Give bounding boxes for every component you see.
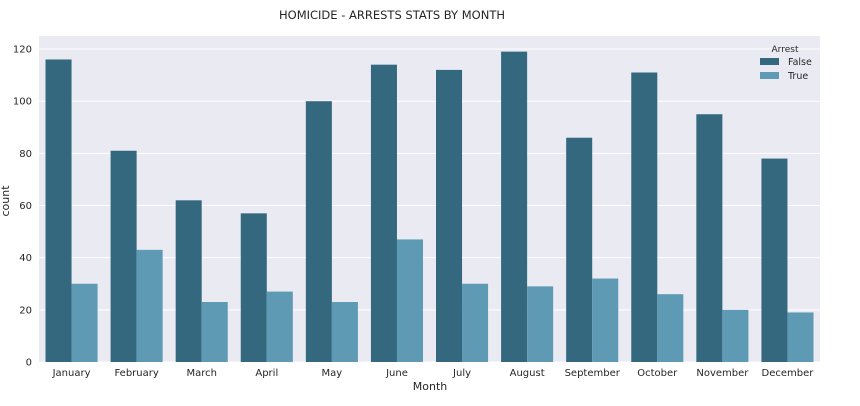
y-tick-label: 60 bbox=[19, 201, 32, 212]
x-tick-label: June bbox=[385, 368, 408, 379]
bar-true-september bbox=[592, 278, 619, 362]
x-tick-label: November bbox=[696, 368, 749, 379]
bar-true-april bbox=[266, 291, 293, 362]
bar-false-may bbox=[305, 101, 332, 362]
bar-true-july bbox=[462, 283, 489, 362]
bar-true-november bbox=[722, 309, 749, 362]
legend-swatch-true bbox=[760, 72, 779, 79]
y-tick-label: 120 bbox=[13, 45, 32, 56]
y-axis-label: count bbox=[0, 185, 12, 217]
legend-label-true: True bbox=[787, 71, 808, 82]
y-tick-label: 80 bbox=[19, 149, 32, 160]
bar-false-april bbox=[240, 213, 267, 362]
x-tick-label: February bbox=[114, 368, 158, 379]
x-tick-label: March bbox=[186, 368, 216, 379]
bar-true-may bbox=[331, 302, 358, 362]
x-tick-label: July bbox=[452, 368, 471, 379]
plot-area bbox=[39, 36, 820, 362]
bar-true-march bbox=[201, 302, 228, 362]
x-tick-label: August bbox=[510, 368, 545, 379]
bar-false-july bbox=[436, 69, 463, 363]
bars bbox=[45, 51, 814, 363]
x-tick-label: September bbox=[565, 368, 621, 379]
bar-false-september bbox=[566, 137, 593, 362]
bar-false-february bbox=[110, 150, 137, 362]
bar-true-august bbox=[527, 286, 554, 362]
bar-true-february bbox=[136, 249, 163, 362]
x-tick-label: April bbox=[255, 368, 278, 379]
bar-true-june bbox=[396, 239, 423, 362]
bar-true-january bbox=[71, 283, 98, 362]
y-tick-label: 20 bbox=[19, 305, 32, 316]
x-tick-label: December bbox=[762, 368, 815, 379]
bar-true-october bbox=[657, 294, 684, 362]
bar-false-october bbox=[631, 72, 658, 363]
y-tick-label: 0 bbox=[26, 358, 32, 369]
gridlines bbox=[39, 48, 820, 363]
x-axis-label: Month bbox=[413, 380, 448, 393]
x-tick-label: May bbox=[322, 368, 343, 379]
legend-label-false: False bbox=[788, 57, 812, 68]
x-tick-label: January bbox=[52, 368, 91, 379]
bar-false-august bbox=[501, 51, 528, 362]
bar-false-december bbox=[761, 158, 788, 362]
legend: Arrest False True bbox=[760, 45, 812, 82]
y-axis-ticks: 0 20 40 60 80 100 120 bbox=[13, 45, 32, 369]
x-axis-ticks: January February March April May June July Augu… bbox=[52, 368, 815, 379]
legend-title: Arrest bbox=[772, 45, 799, 55]
bar-false-june bbox=[370, 64, 397, 363]
bar-false-november bbox=[696, 114, 723, 363]
x-tick-label: October bbox=[637, 368, 678, 379]
bar-false-march bbox=[175, 200, 202, 362]
y-tick-label: 40 bbox=[19, 253, 32, 264]
bar-true-december bbox=[787, 312, 814, 362]
bar-false-january bbox=[45, 59, 72, 363]
chart-title: HOMICIDE - ARRESTS STATS BY MONTH bbox=[279, 8, 505, 22]
legend-swatch-false bbox=[760, 58, 779, 65]
y-tick-label: 100 bbox=[13, 97, 32, 108]
